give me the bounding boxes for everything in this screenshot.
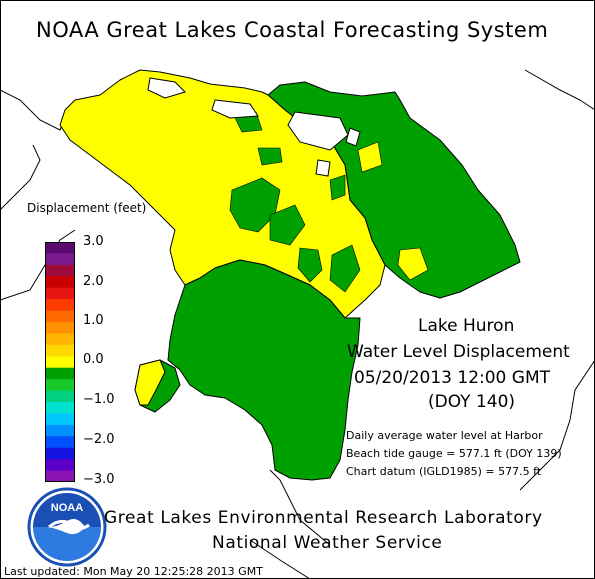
service-name: National Weather Service: [212, 533, 443, 553]
boundary-line: [519, 359, 595, 491]
legend-color-swatch: [45, 253, 75, 266]
positive-patch: [397, 247, 429, 281]
boundary-line: [249, 539, 311, 579]
island: [345, 127, 361, 147]
island: [315, 159, 331, 177]
legend-tick-label: 0.0: [83, 352, 104, 367]
legend-color-swatch: [45, 447, 75, 460]
legend-color-swatch: [45, 424, 75, 437]
legend-color-swatch: [45, 344, 75, 357]
islands: [147, 77, 361, 177]
legend-color-swatch: [45, 264, 75, 277]
legend-color-swatch: [45, 356, 75, 369]
legend-color-swatch: [45, 470, 75, 482]
legend-tick-label: 2.0: [83, 274, 104, 289]
legend-title: Displacement (feet): [27, 201, 147, 215]
manitoulin-island: [287, 111, 349, 151]
legend-tick-label: −1.0: [83, 392, 115, 407]
legend-color-swatch: [45, 379, 75, 392]
legend-color-swatch: [45, 322, 75, 334]
gauge-level-note: Beach tide gauge = 577.1 ft (DOY 139): [346, 447, 562, 460]
legend-color-swatch: [45, 287, 75, 300]
legend-color-swatch: [45, 436, 75, 449]
south-basin-region: [167, 259, 361, 481]
island: [147, 77, 186, 99]
negative-patches: [229, 111, 361, 293]
svg-text:NOAA: NOAA: [51, 502, 83, 514]
legend-tick-label: 3.0: [83, 234, 104, 249]
map-subtitle: Water Level Displacement: [347, 342, 570, 362]
water-level-note: Daily average water level at Harbor: [346, 429, 543, 442]
boundary-line: [269, 469, 331, 546]
negative-patch: [329, 244, 361, 293]
legend-color-swatch: [45, 413, 75, 426]
legend-color-swatch: [45, 333, 75, 346]
island: [211, 99, 259, 119]
legend-colorbar: [45, 242, 75, 482]
legend-tick-label: −2.0: [83, 432, 115, 447]
negative-patch: [297, 247, 323, 283]
legend-color-swatch: [45, 242, 75, 254]
noaa-logo: NOAA: [27, 487, 107, 567]
lake-surface: [59, 69, 521, 481]
legend-color-swatch: [45, 310, 75, 323]
boundary-line: [0, 89, 69, 131]
legend-color-swatch: [45, 367, 75, 380]
negative-patch: [229, 177, 281, 233]
negative-patch: [257, 147, 283, 166]
positive-patch: [357, 141, 383, 173]
negative-patch: [269, 204, 306, 246]
legend-color-swatch: [45, 390, 75, 403]
boundary-line: [524, 69, 595, 111]
positive-patches: [357, 141, 429, 281]
saginaw-bay-fringe: [134, 359, 166, 406]
legend-color-swatch: [45, 299, 75, 312]
negative-patch: [329, 174, 346, 201]
legend-color-swatch: [45, 402, 75, 414]
legend-tick-label: 1.0: [83, 313, 104, 328]
lake-name: Lake Huron: [418, 316, 515, 336]
last-updated: Last updated: Mon May 20 12:25:28 2013 G…: [4, 565, 263, 578]
forecast-datetime: 05/20/2013 12:00 GMT: [354, 368, 551, 388]
page-title: NOAA Great Lakes Coastal Forecasting Sys…: [36, 18, 549, 42]
legend-color-swatch: [45, 276, 75, 289]
legend-color-swatch: [45, 459, 75, 472]
legend-colorbar-border: [45, 242, 75, 482]
boundary-line: [0, 144, 41, 211]
day-of-year: (DOY 140): [428, 392, 516, 412]
lab-name: Great Lakes Environmental Research Labor…: [104, 508, 543, 528]
chart-datum-note: Chart datum (IGLD1985) = 577.5 ft: [346, 465, 542, 478]
legend-tick-label: −3.0: [83, 472, 115, 487]
